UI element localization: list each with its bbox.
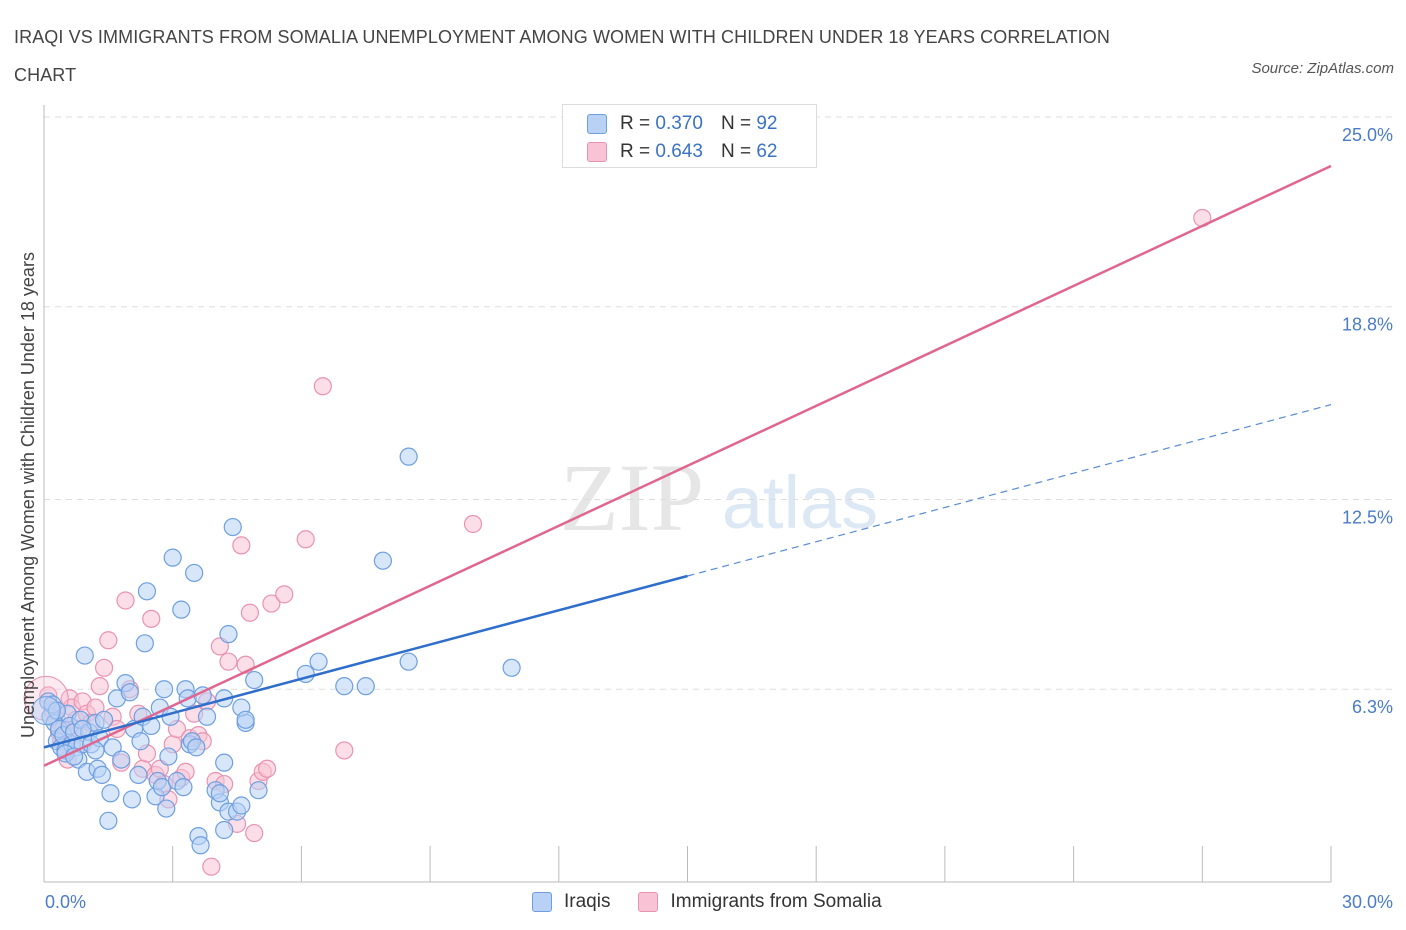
iraqis-point-45 — [155, 680, 174, 699]
somalia-legend-swatch — [638, 892, 659, 912]
iraqis-point-25 — [94, 710, 114, 729]
iraqis-point-65 — [215, 753, 234, 772]
grid — [44, 116, 1393, 690]
iraqis-point-38 — [135, 634, 154, 653]
watermark: ZIP atlas — [560, 444, 878, 551]
x-ticks — [43, 846, 1332, 882]
iraqis-point-82 — [356, 677, 375, 696]
iraqis-point-67 — [223, 517, 242, 537]
iraqis-point-52 — [174, 778, 193, 797]
y-axis-label: Unemployment Among Women with Children U… — [18, 252, 38, 738]
y-tick-label-2: 18.8% — [1342, 315, 1393, 335]
watermark-zip: ZIP — [560, 444, 704, 551]
iraqis-point-78 — [249, 781, 268, 800]
iraqis-point-51 — [172, 600, 191, 619]
somalia-point-57 — [296, 530, 315, 549]
watermark-atlas: atlas — [722, 461, 878, 544]
legend-r-value: 0.370 — [655, 113, 703, 134]
iraqis-point-58 — [187, 738, 206, 757]
legend-label-somalia: Immigrants from Somalia — [670, 891, 882, 912]
iraqis-point-49 — [163, 548, 182, 567]
somalia-point-55 — [262, 594, 281, 613]
somalia-point-60 — [463, 514, 483, 534]
legend-row-somalia: R = 0.643 N = 62 — [587, 139, 777, 165]
series-legend: Iraqis Immigrants from Somalia — [532, 888, 910, 916]
iraqis-point-83 — [373, 551, 393, 570]
iraqis-point-39 — [137, 582, 157, 601]
iraqis-point-32 — [120, 683, 139, 702]
iraqis-point-24 — [92, 765, 112, 785]
somalia-point-58 — [313, 377, 332, 396]
iraqis-point-69 — [232, 796, 251, 815]
legend-item-somalia[interactable]: Immigrants from Somalia — [638, 891, 882, 913]
legend-n-value: 92 — [756, 113, 778, 134]
legend-label-iraqis: Iraqis — [564, 891, 611, 912]
source-credit: Source: ZipAtlas.com — [1251, 60, 1394, 77]
iraqis-point-30 — [112, 750, 131, 769]
iraqis-point-62 — [197, 707, 217, 726]
iraqis-point-47 — [159, 747, 178, 766]
iraqis-point-27 — [101, 784, 120, 803]
somalia-point-28 — [142, 609, 161, 628]
somalia-point-54 — [257, 759, 277, 778]
somalia-point-18 — [94, 658, 114, 677]
x-tick-label-max: 30.0% — [1342, 892, 1393, 912]
iraqis-point-40 — [142, 716, 161, 736]
correlation-legend: R = 0.370 N = 92 R = 0.643 N = 62 — [562, 104, 817, 168]
chart-title: IRAQI VS IMMIGRANTS FROM SOMALIA UNEMPLO… — [14, 27, 1110, 85]
iraqis-point-71 — [210, 784, 229, 803]
iraqis-trend-extension — [687, 404, 1332, 577]
x-tick-label-min: 0.0% — [45, 892, 86, 912]
legend-r-value: 0.643 — [655, 141, 703, 162]
iraqis-trend-line — [43, 574, 688, 749]
iraqis-point-84 — [399, 652, 418, 671]
somalia-point-46 — [219, 652, 238, 671]
somalia-point-23 — [116, 591, 135, 610]
iraqis-point-35 — [129, 765, 148, 785]
somalia-swatch — [587, 142, 607, 162]
iraqis-point-81 — [335, 677, 354, 696]
trend-lines — [43, 164, 1332, 767]
iraqis-point-85 — [399, 447, 418, 466]
iraqis-point-17 — [75, 646, 94, 665]
iraqis-point-26 — [99, 811, 118, 830]
iraqis-legend-swatch — [532, 892, 552, 912]
iraqis-point-80 — [309, 652, 328, 671]
somalia-point-59 — [335, 741, 354, 760]
legend-n-label: N = — [720, 113, 752, 134]
legend-row-iraqis: R = 0.370 N = 92 — [587, 111, 777, 137]
iraqis-point-74 — [219, 625, 238, 644]
y-tick-label-0: 6.3% — [1352, 697, 1393, 717]
iraqis-point-77 — [245, 670, 264, 690]
iraqis-point-86 — [502, 658, 521, 677]
somalia-point-42 — [202, 857, 221, 876]
somalia-point-48 — [232, 536, 251, 555]
y-tick-label-1: 12.5% — [1342, 508, 1393, 528]
iraqis-point-60 — [191, 836, 210, 855]
iraqis-point-46 — [157, 799, 176, 818]
y-tick-labels: 6.3% 12.5% 18.8% 25.0% — [1342, 125, 1393, 717]
legend-n-value: 62 — [756, 141, 778, 162]
iraqis-point-76 — [236, 710, 255, 729]
somalia-point-56 — [275, 585, 294, 604]
y-tick-label-3: 25.0% — [1342, 125, 1393, 145]
iraqis-point-36 — [131, 732, 150, 751]
somalia-point-51 — [245, 823, 264, 843]
iraqis-point-72 — [215, 820, 234, 840]
iraqis-point-57 — [185, 563, 204, 583]
somalia-point-50 — [240, 603, 260, 622]
legend-item-iraqis[interactable]: Iraqis — [532, 891, 610, 913]
iraqis-swatch — [587, 114, 607, 134]
legend-r-label: R = — [620, 113, 651, 134]
legend-n-label: N = — [720, 141, 752, 162]
iraqis-point-33 — [122, 790, 142, 809]
iraqis-points — [31, 447, 521, 855]
somalia-trend-line — [43, 164, 1332, 767]
legend-r-label: R = — [620, 141, 651, 162]
iraqis-cluster-bubble — [31, 696, 61, 726]
somalia-point-17 — [90, 677, 109, 696]
somalia-point-19 — [99, 631, 118, 650]
